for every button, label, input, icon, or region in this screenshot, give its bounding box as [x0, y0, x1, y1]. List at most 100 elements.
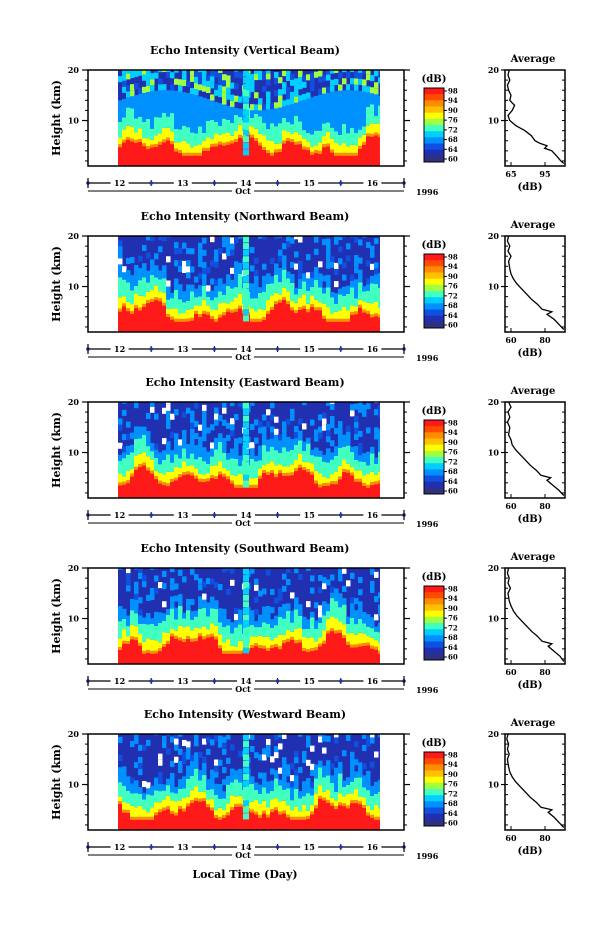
heatmap-cell — [218, 784, 223, 799]
heatmap-cell — [326, 70, 331, 75]
heatmap-cell — [146, 85, 151, 93]
heatmap-cell — [174, 433, 179, 440]
heatmap-cell — [118, 297, 123, 309]
heatmap-cell — [250, 423, 255, 431]
heatmap-cell — [374, 649, 379, 664]
heatmap-cell — [138, 310, 143, 332]
heatmap-cell — [134, 118, 139, 133]
time-label-bg — [363, 178, 382, 188]
heatmap-cell — [314, 650, 319, 664]
heatmap-cell — [350, 472, 355, 476]
heatmap-cell — [154, 70, 159, 73]
heatmap-cell — [214, 735, 219, 742]
heatmap-cell — [250, 812, 255, 830]
heatmap-cell — [366, 310, 371, 314]
heatmap-cell — [310, 146, 315, 152]
heatmap-cell — [158, 270, 163, 280]
heatmap-cell — [270, 627, 275, 641]
heatmap-cell — [178, 637, 183, 641]
heatmap-cell — [122, 272, 127, 280]
heatmap-cell — [234, 627, 239, 647]
heatmap-cell — [170, 131, 175, 142]
heatmap-cell — [142, 263, 147, 278]
time-marker — [275, 513, 280, 517]
heatmap-cell — [338, 465, 343, 477]
heatmap-cell — [142, 744, 147, 751]
heatmap-cell — [222, 407, 227, 414]
heatmap-cell — [138, 116, 143, 129]
heatmap-cell — [366, 805, 371, 813]
heatmap-cell — [350, 793, 355, 801]
heatmap-cell — [274, 126, 279, 144]
year-label: 1996 — [416, 685, 439, 695]
heatmap-cell — [330, 321, 335, 332]
heatmap-cell — [126, 282, 131, 302]
heatmap-cell — [243, 289, 249, 296]
y-axis-title: Height (km) — [50, 246, 63, 322]
heatmap-cell — [270, 402, 275, 409]
heatmap-cell — [366, 92, 371, 107]
heatmap-cell — [122, 484, 127, 498]
heatmap-cell — [370, 471, 375, 483]
heatmap-cell — [182, 461, 187, 473]
heatmap-cell — [362, 79, 367, 86]
average-x-title: (dB) — [518, 680, 543, 691]
time-marker — [339, 513, 343, 517]
heatmap-cell — [146, 291, 151, 301]
heatmap-cell — [242, 487, 247, 498]
heatmap-cell — [218, 648, 223, 664]
heatmap-cell — [243, 568, 249, 575]
colorbar-unit: (dB) — [422, 738, 447, 749]
heatmap-cell — [214, 89, 219, 96]
heatmap-cell — [298, 95, 303, 102]
heatmap-cell — [202, 267, 207, 275]
colorbar-tick-label: 68 — [448, 301, 458, 310]
colorbar-segment — [424, 776, 444, 784]
heatmap-cell — [362, 141, 367, 145]
heatmap-cell — [274, 798, 279, 808]
heatmap-cell — [146, 118, 151, 139]
average-frame — [504, 567, 566, 665]
heatmap-cell — [310, 154, 315, 166]
heatmap-cell — [243, 747, 249, 754]
heatmap-cell — [154, 300, 159, 332]
heatmap-cell — [370, 245, 375, 252]
heatmap-cell — [174, 635, 179, 639]
y-tick-label: 20 — [68, 231, 80, 241]
heatmap-cell — [206, 296, 211, 306]
heatmap-cell — [202, 97, 207, 133]
heatmap-cell — [126, 809, 131, 813]
heatmap-cell — [130, 304, 135, 311]
heatmap-cell — [194, 752, 199, 759]
heatmap-cell — [326, 802, 331, 830]
heatmap-cell — [274, 102, 279, 109]
heatmap-cell — [374, 484, 379, 498]
heatmap-cell — [138, 819, 143, 830]
heatmap-cell — [282, 800, 287, 811]
heatmap-cell — [238, 782, 243, 796]
heatmap-cell — [346, 777, 351, 785]
heatmap-cell — [330, 592, 335, 599]
heatmap-cell — [243, 422, 249, 429]
heatmap-cell — [274, 615, 279, 626]
heatmap-cell — [243, 780, 249, 787]
heatmap-cell — [378, 622, 380, 633]
colorbar-segment — [424, 260, 444, 267]
heatmap-cell — [314, 470, 319, 481]
heatmap-cell — [282, 243, 287, 250]
heatmap-cell — [270, 109, 275, 124]
heatmap-cell — [330, 292, 335, 298]
heatmap-cell — [250, 625, 255, 637]
heatmap-cell — [162, 459, 167, 475]
heatmap-cell — [118, 485, 123, 498]
heatmap-cell — [154, 653, 159, 664]
heatmap-cell — [118, 308, 123, 312]
heatmap-cell — [258, 142, 263, 146]
heatmap-cell — [354, 644, 359, 648]
heatmap-cell — [350, 597, 355, 604]
heatmap-cell — [146, 782, 151, 789]
heatmap-cell — [134, 626, 139, 638]
heatmap-cell — [222, 608, 227, 615]
heatmap-cell — [150, 79, 155, 86]
heatmap-cell — [278, 452, 283, 465]
